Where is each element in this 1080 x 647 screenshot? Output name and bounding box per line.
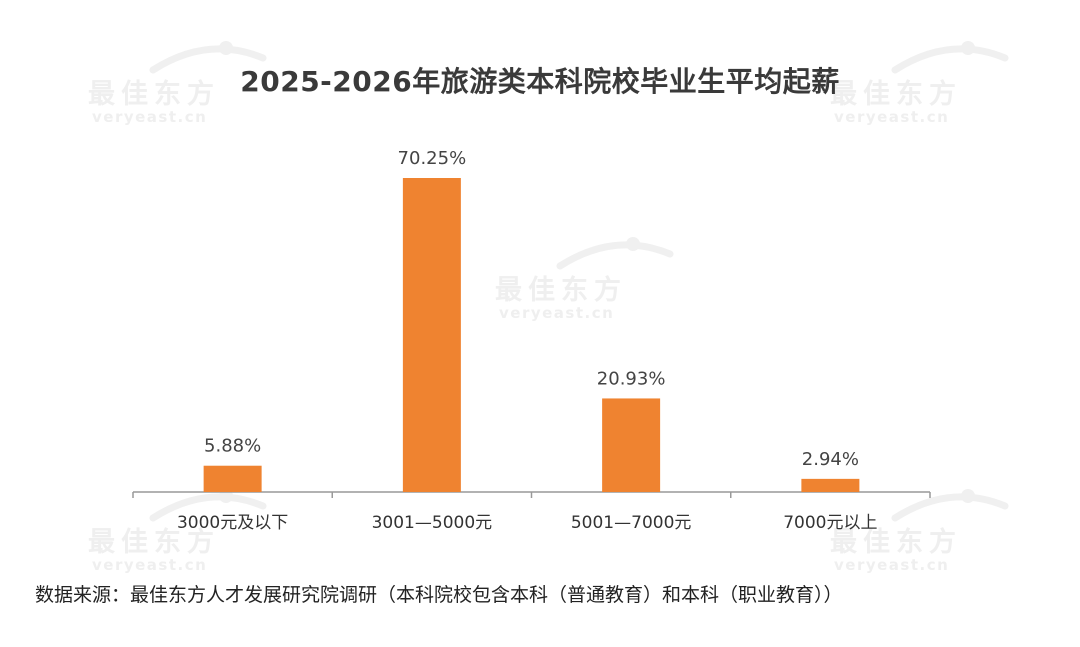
watermark-brand-en: veryeast.cn: [834, 108, 950, 126]
watermark-brand-cn: 最佳东方: [88, 79, 220, 110]
bar-value-label: 2.94%: [802, 449, 859, 470]
x-tick-label: 3000元及以下: [177, 513, 288, 533]
watermark-brand-en: veryeast.cn: [92, 108, 208, 126]
watermark-brand-cn: 最佳东方: [830, 527, 962, 558]
bar: [203, 465, 262, 492]
watermark-swoosh-icon: [556, 237, 674, 270]
x-tick-label: 7000元以上: [783, 513, 877, 533]
watermark-brand-en: veryeast.cn: [834, 556, 950, 574]
data-source-note: 数据来源：最佳东方人才发展研究院调研（本科院校包含本科（普通教育）和本科（职业教…: [35, 584, 843, 606]
bar-value-label: 5.88%: [204, 436, 261, 457]
x-tick-label: 3001—5000元: [372, 513, 493, 533]
watermark-center: 最佳东方 veryeast.cn: [495, 237, 675, 348]
bar-chart: 5.88% 3000元及以下 70.25% 3001—5000元 20.93% 5001—…: [132, 148, 931, 533]
x-tick-label: 5001—7000元: [571, 513, 692, 533]
bar-value-label: 70.25%: [398, 148, 467, 169]
watermark-swoosh-icon: [891, 41, 1009, 74]
watermark-top-right: 最佳东方 veryeast.cn: [830, 41, 1010, 152]
bar-value-label: 20.93%: [597, 368, 666, 389]
watermark-brand-en: veryeast.cn: [92, 556, 208, 574]
watermark-brand-cn: 最佳东方: [88, 527, 220, 558]
bar: [602, 398, 661, 492]
watermark-top-left: 最佳东方 veryeast.cn: [88, 41, 268, 152]
watermark-bottom-right: 最佳东方 veryeast.cn: [830, 489, 1010, 600]
bar: [402, 178, 461, 492]
watermark-swoosh-icon: [891, 489, 1009, 522]
watermark-brand-cn: 最佳东方: [495, 275, 627, 306]
bar: [801, 478, 860, 492]
watermark-swoosh-icon: [149, 41, 267, 74]
watermark-brand-en: veryeast.cn: [499, 304, 615, 322]
watermark-bottom-left: 最佳东方 veryeast.cn: [88, 489, 268, 600]
watermark-brand-cn: 最佳东方: [830, 79, 962, 110]
chart-title: 2025-2026年旅游类本科院校毕业生平均起薪: [240, 65, 840, 98]
